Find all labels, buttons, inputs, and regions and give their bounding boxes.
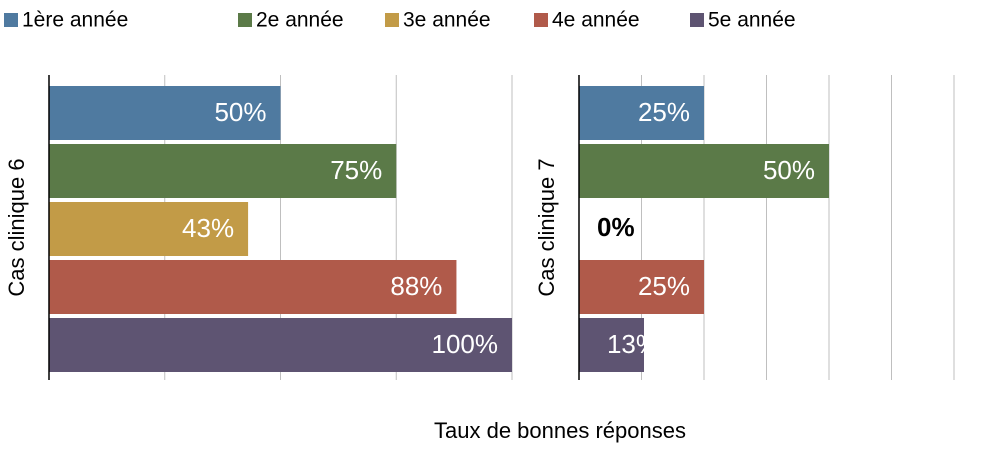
legend-swatch xyxy=(385,13,399,27)
bar xyxy=(49,86,281,140)
x-axis-title: Taux de bonnes réponses xyxy=(434,418,686,443)
bar xyxy=(49,202,249,256)
bar xyxy=(49,260,457,314)
bar xyxy=(579,260,704,314)
value-label: 75% xyxy=(330,155,382,185)
bar xyxy=(579,144,829,198)
value-label: 25% xyxy=(638,97,690,127)
value-label: 13% xyxy=(607,329,659,359)
bar xyxy=(579,86,704,140)
legend-label: 4e année xyxy=(552,9,640,32)
legend-swatch xyxy=(690,13,704,27)
legend-label: 3e année xyxy=(403,9,491,32)
value-label: 50% xyxy=(214,97,266,127)
bar xyxy=(49,144,397,198)
value-label: 88% xyxy=(390,271,442,301)
legend-swatch xyxy=(534,13,548,27)
legend-label: 5e année xyxy=(708,9,796,32)
legend-label: 1ère année xyxy=(22,9,128,32)
legend-label: 2e année xyxy=(256,9,344,32)
bar xyxy=(49,318,512,372)
legend-swatch xyxy=(238,13,252,27)
y-axis-title: Cas clinique 7 xyxy=(534,158,559,296)
value-label: 43% xyxy=(182,213,234,243)
value-label: 100% xyxy=(432,329,499,359)
value-label: 25% xyxy=(638,271,690,301)
legend-swatch xyxy=(4,13,18,27)
value-label: 0% xyxy=(597,212,635,242)
bar xyxy=(579,318,644,372)
value-label: 50% xyxy=(763,155,815,185)
y-axis-title: Cas clinique 6 xyxy=(4,158,29,296)
